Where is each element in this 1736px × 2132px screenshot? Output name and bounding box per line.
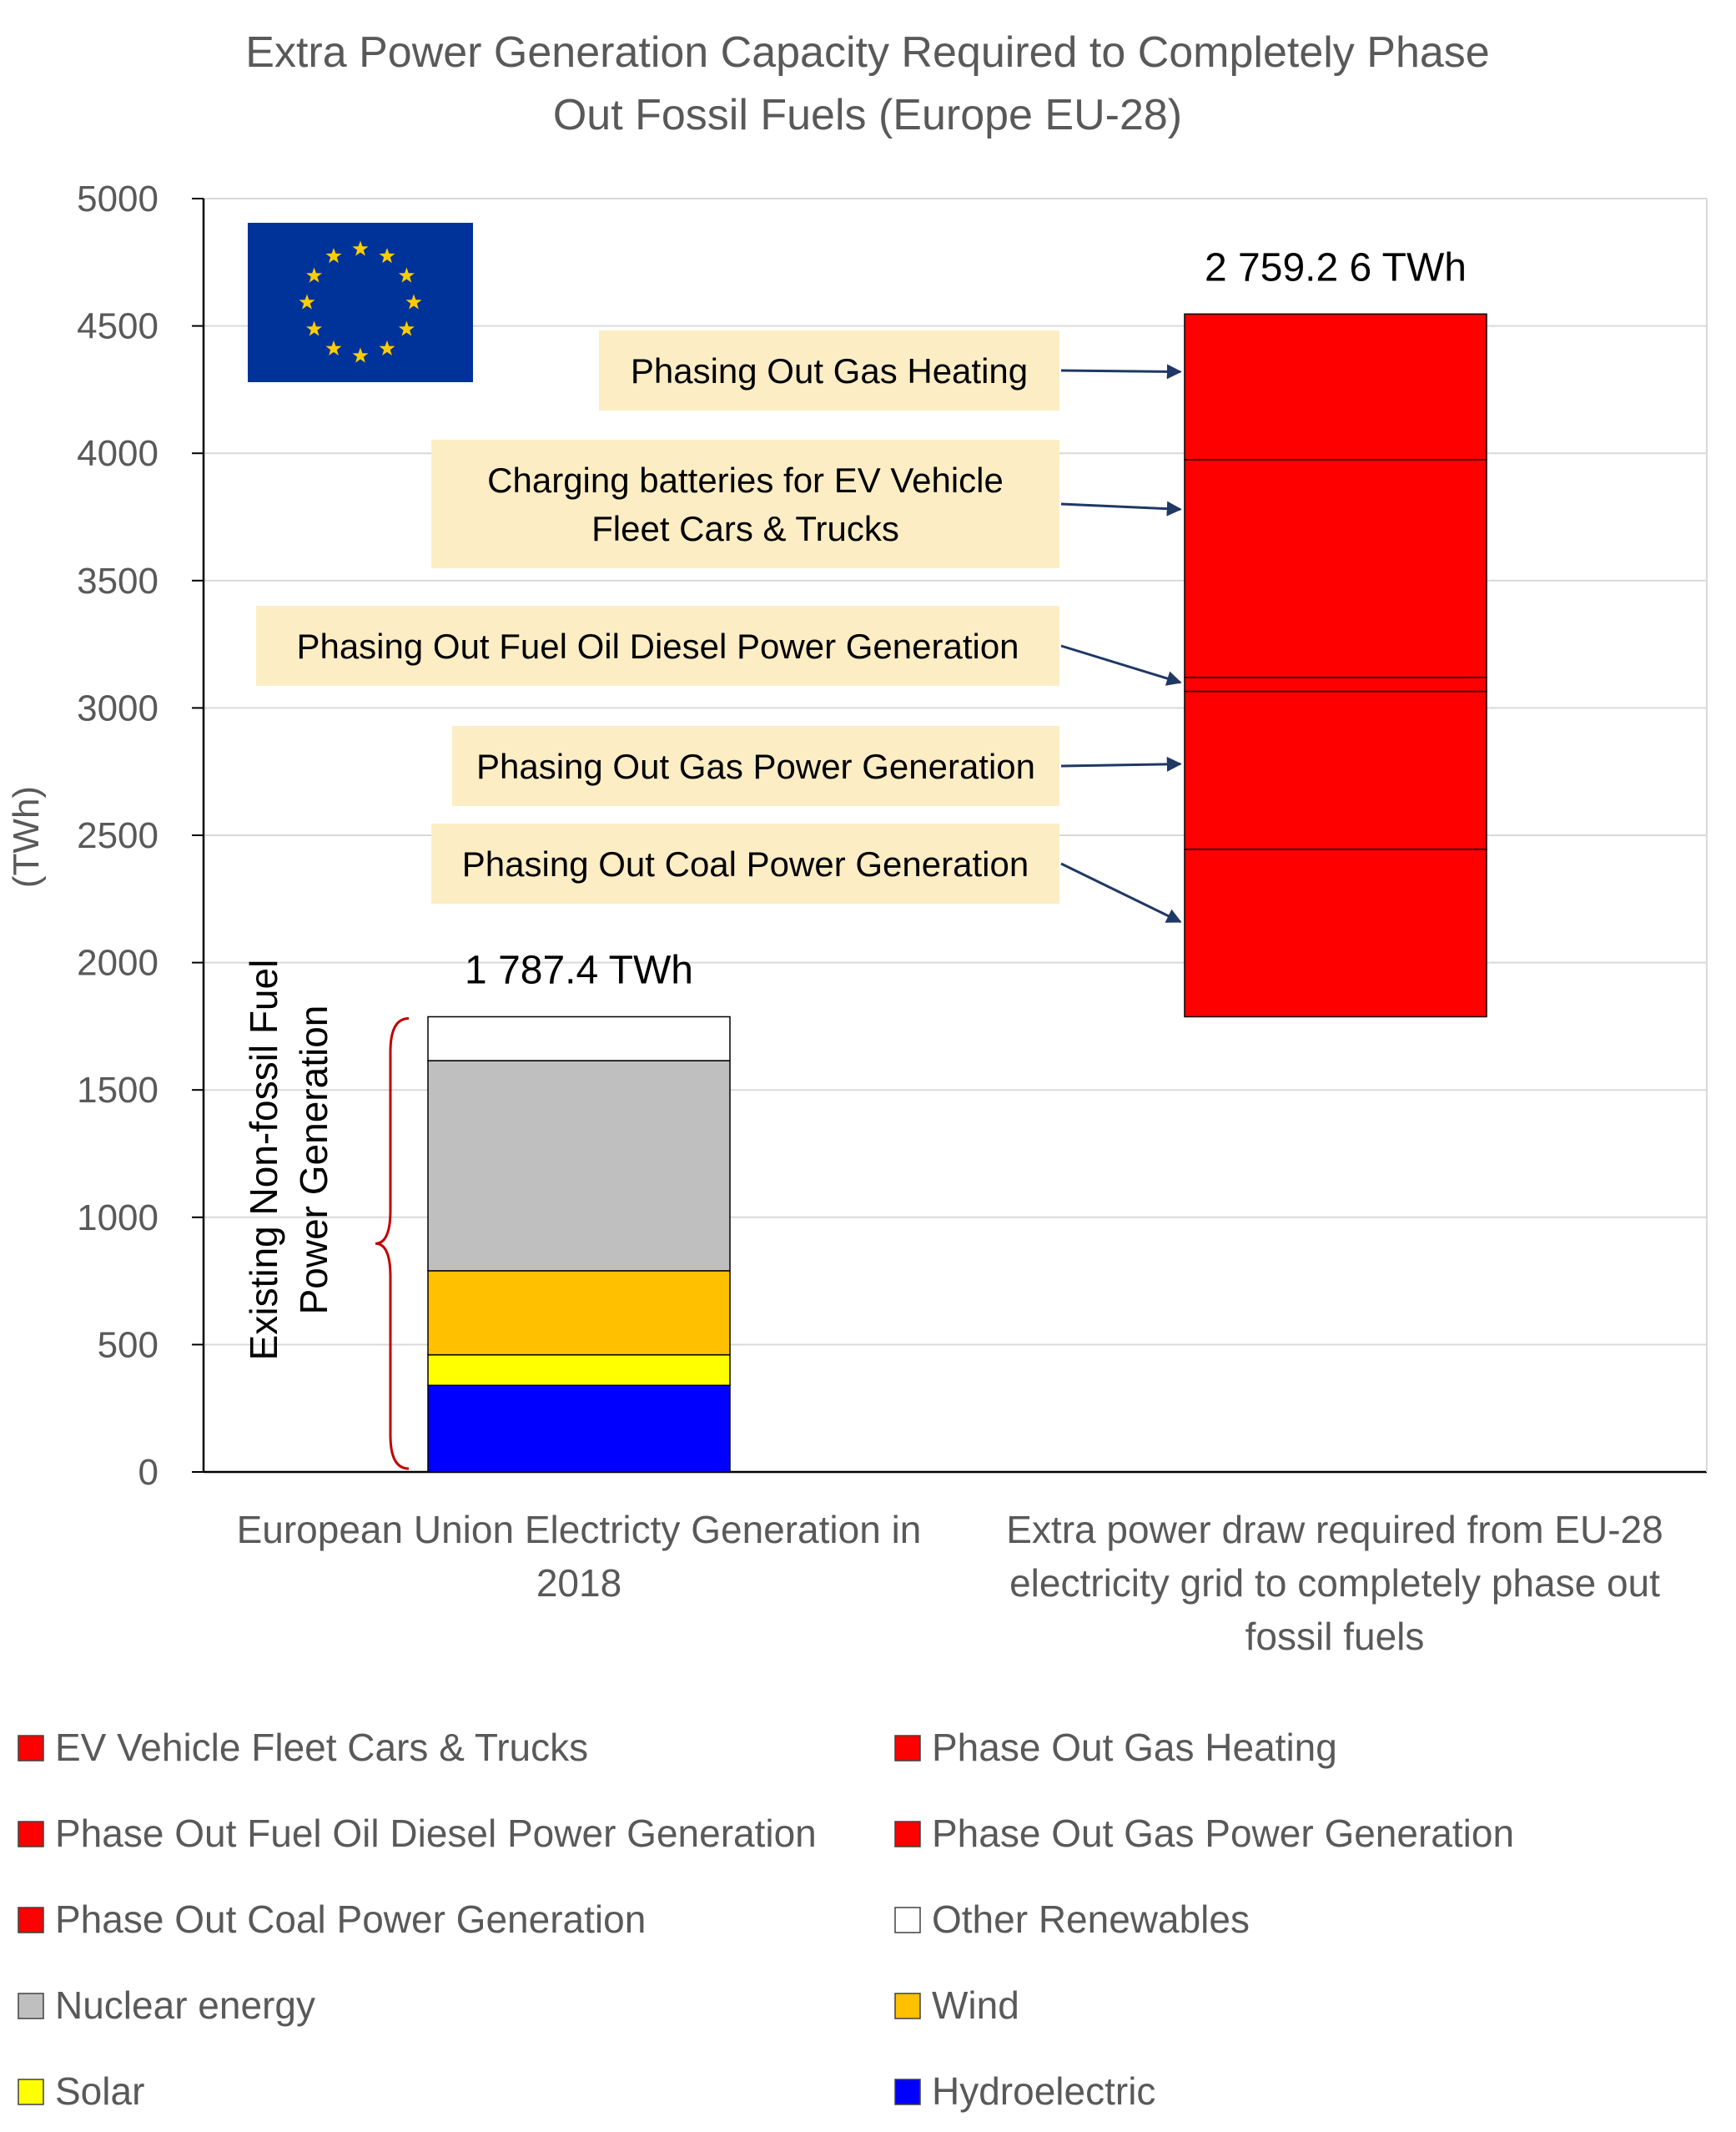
legend-swatch bbox=[894, 1735, 921, 1762]
bar-segment-ev-vehicle-fleet-cars-trucks bbox=[1184, 459, 1487, 678]
y-tick-label: 5000 bbox=[77, 179, 159, 219]
flag-star-icon bbox=[398, 320, 415, 336]
bar-segment-phase-out-coal-power-generation bbox=[1184, 849, 1487, 1018]
legend-item: Hydroelectric bbox=[932, 2069, 1155, 2113]
legend-item: Phase Out Coal Power Generation bbox=[55, 1898, 646, 1941]
bar-segment-solar bbox=[427, 1353, 731, 1386]
title-line: Extra Power Generation Capacity Required… bbox=[245, 28, 1489, 77]
legend-swatch bbox=[18, 2079, 44, 2105]
y-tick-label: 2500 bbox=[77, 815, 159, 856]
y-tick-label: 4500 bbox=[77, 306, 159, 347]
y-axis-label: (TWh) bbox=[6, 786, 47, 888]
legend-swatch bbox=[894, 2079, 921, 2105]
flag-star-icon bbox=[325, 340, 342, 355]
legend-swatch bbox=[18, 1821, 44, 1847]
x-category-labels: European Union Electricty Generation in 2… bbox=[237, 1508, 1663, 1658]
legend-item: EV Vehicle Fleet Cars & Trucks bbox=[55, 1726, 588, 1769]
annotations: Phasing Out Gas Heating Charging batterie… bbox=[256, 330, 1182, 924]
chart-title: Extra Power Generation Capacity Required… bbox=[245, 28, 1489, 139]
y-tick-label: 500 bbox=[98, 1324, 159, 1365]
brace-label-line: Power Generation bbox=[292, 1006, 335, 1315]
annotation-label: Charging batteries for EV Vehicle bbox=[487, 461, 1004, 500]
annotation-box bbox=[599, 330, 1059, 411]
bar-segment-hydroelectric bbox=[427, 1384, 731, 1473]
flag-star-icon bbox=[352, 347, 369, 363]
flag-star-icon bbox=[306, 320, 323, 336]
y-tick-label: 1000 bbox=[77, 1197, 159, 1238]
y-tick-label: 4000 bbox=[77, 433, 159, 474]
legend-swatch bbox=[18, 1907, 44, 1933]
flag-star-icon bbox=[398, 267, 415, 283]
annotation-label: Phasing Out Coal Power Generation bbox=[462, 844, 1029, 884]
legend-item: Phase Out Fuel Oil Diesel Power Generati… bbox=[55, 1812, 817, 1855]
x-category-label: 2018 bbox=[536, 1561, 621, 1605]
legend-item: Phase Out Gas Power Generation bbox=[932, 1812, 1514, 1855]
bar-total-labels: 1 787.4 TWh 2 759.2 6 TWh bbox=[465, 245, 1467, 992]
legend-swatch bbox=[894, 1907, 921, 1933]
legend-item: Nuclear energy bbox=[55, 1983, 315, 2027]
legend: EV Vehicle Fleet Cars & Trucks Phase Out … bbox=[18, 1726, 1514, 2113]
legend-item: Wind bbox=[932, 1983, 1019, 2027]
legend-swatch bbox=[894, 1821, 921, 1847]
annotation-label: Phasing Out Gas Power Generation bbox=[476, 747, 1035, 786]
annotation-box bbox=[256, 606, 1059, 686]
annotation-label: Fleet Cars & Trucks bbox=[591, 509, 899, 548]
legend-swatch bbox=[18, 1735, 44, 1762]
x-category-label: electricity grid to completely phase out bbox=[1009, 1561, 1660, 1605]
annotation-label: Phasing Out Gas Heating bbox=[631, 351, 1028, 391]
x-category-label: Extra power draw required from EU-28 bbox=[1006, 1508, 1663, 1551]
annotation-arrow bbox=[1060, 756, 1182, 772]
axes bbox=[192, 198, 1708, 1474]
legend-swatch bbox=[894, 1993, 921, 2019]
annotation-box bbox=[431, 824, 1059, 904]
flag-star-icon bbox=[379, 340, 395, 355]
annotation-arrow bbox=[1060, 364, 1182, 380]
flag-star-icon bbox=[379, 248, 395, 264]
flag-star-icon bbox=[306, 267, 323, 283]
legend-item: Phase Out Gas Heating bbox=[932, 1726, 1337, 1769]
x-category-label: fossil fuels bbox=[1245, 1615, 1425, 1658]
annotation-box bbox=[452, 726, 1059, 806]
title-line: Out Fossil Fuels (Europe EU-28) bbox=[553, 91, 1182, 139]
annotation-label: Phasing Out Fuel Oil Diesel Power Genera… bbox=[296, 627, 1019, 666]
flag-star-icon bbox=[352, 240, 369, 256]
flag-star-icon bbox=[405, 294, 422, 310]
legend-item: Other Renewables bbox=[932, 1898, 1250, 1941]
x-category-label: European Union Electricty Generation in bbox=[237, 1508, 922, 1551]
y-tick-labels: 0 500 1000 1500 2000 2500 3000 3500 4000 4500 5000 bbox=[77, 179, 159, 1493]
y-tick-label: 1500 bbox=[77, 1070, 159, 1111]
flag-star-icon bbox=[325, 248, 342, 264]
bar-segment-phase-out-fuel-oil-diesel-power-generation bbox=[1184, 677, 1487, 693]
annotation-arrow bbox=[1060, 501, 1182, 517]
brace: Existing Non-fossil Fuel Power Generation bbox=[242, 960, 410, 1470]
bar-segment-phase-out-gas-heating bbox=[1184, 313, 1487, 461]
bar-segment-nuclear-energy bbox=[427, 1060, 731, 1272]
y-tick-label: 3000 bbox=[77, 688, 159, 728]
annotation-arrow bbox=[1060, 644, 1182, 686]
brace-shape bbox=[375, 1016, 410, 1470]
eu-flag-icon bbox=[248, 223, 473, 382]
bar-total-label: 1 787.4 TWh bbox=[465, 948, 693, 992]
legend-swatch bbox=[18, 1993, 44, 2019]
annotation-box bbox=[431, 440, 1059, 568]
legend-item: Solar bbox=[55, 2069, 144, 2113]
bar-segment-phase-out-gas-power-generation bbox=[1184, 690, 1487, 850]
y-tick-label: 0 bbox=[138, 1452, 159, 1493]
bars bbox=[427, 313, 1487, 1473]
bar-total-label: 2 759.2 6 TWh bbox=[1205, 245, 1467, 290]
y-tick-label: 2000 bbox=[77, 943, 159, 984]
brace-label-line: Existing Non-fossil Fuel bbox=[242, 960, 285, 1361]
annotation-arrow bbox=[1060, 862, 1182, 924]
bar-segment-wind bbox=[427, 1270, 731, 1356]
bar-segment-other-renewables bbox=[427, 1016, 731, 1061]
flag-star-icon bbox=[299, 294, 315, 310]
y-tick-label: 3500 bbox=[77, 561, 159, 602]
